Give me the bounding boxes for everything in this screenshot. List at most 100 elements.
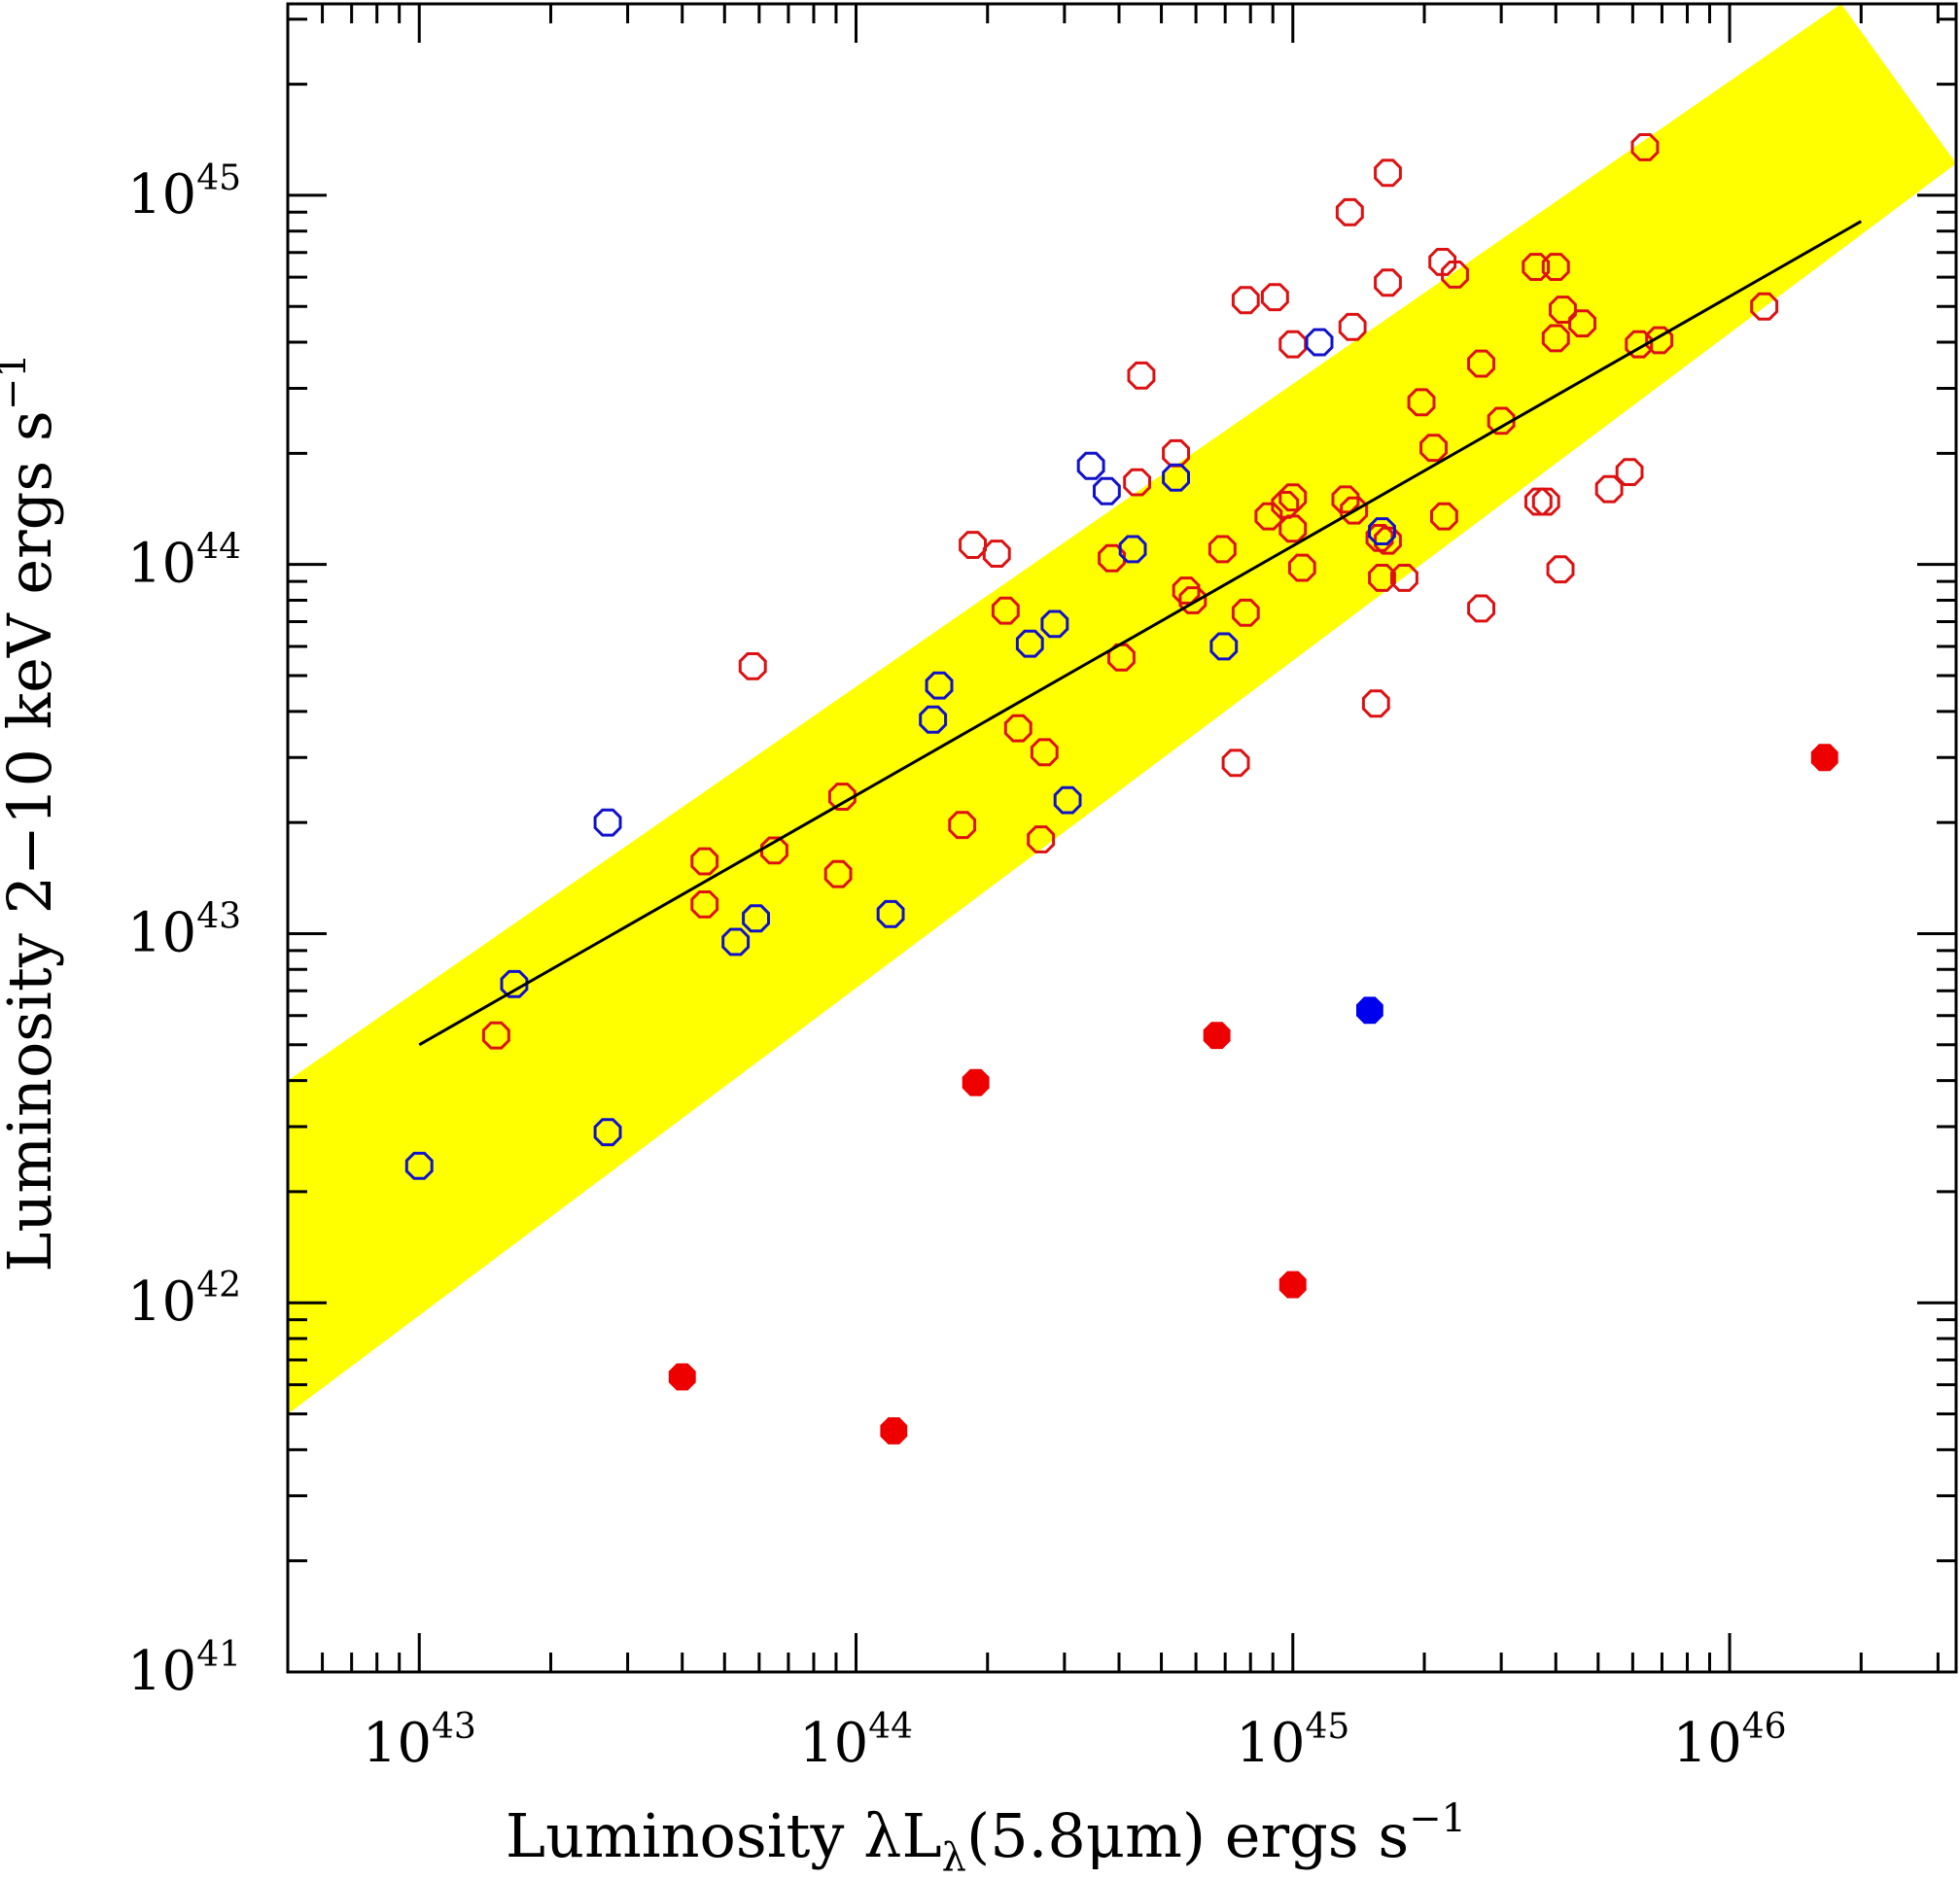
data-point-s0-10 bbox=[991, 596, 1020, 625]
data-point-s1-0 bbox=[404, 1151, 434, 1180]
data-point-s0-21 bbox=[1208, 535, 1237, 564]
data-point-s0-22 bbox=[1221, 749, 1250, 778]
data-point-s0-24 bbox=[1231, 286, 1260, 315]
data-point-s1-12 bbox=[1076, 451, 1105, 480]
x-tick-label: 1045 bbox=[1236, 1707, 1349, 1775]
data-point-s2-1 bbox=[880, 1417, 908, 1445]
data-point-s0-42 bbox=[1390, 564, 1418, 592]
data-point-s1-13 bbox=[1093, 476, 1121, 505]
data-point-s0-46 bbox=[1430, 502, 1458, 531]
data-points bbox=[404, 133, 1838, 1445]
data-point-s0-39 bbox=[1374, 268, 1402, 297]
data-point-s1-18 bbox=[1368, 517, 1396, 545]
data-point-s0-44 bbox=[1419, 434, 1448, 463]
data-point-s0-40 bbox=[1374, 158, 1402, 188]
data-point-s0-34 bbox=[1338, 312, 1367, 341]
y-tick-label: 1041 bbox=[127, 1635, 241, 1703]
data-point-s0-26 bbox=[1260, 283, 1289, 312]
data-point-s0-56 bbox=[1549, 296, 1577, 324]
data-point-s0-6 bbox=[823, 859, 853, 888]
data-point-s0-5 bbox=[827, 783, 857, 811]
data-point-s0-1 bbox=[690, 847, 719, 876]
data-point-s0-61 bbox=[1625, 330, 1654, 359]
data-point-s0-50 bbox=[1487, 406, 1516, 435]
data-point-s0-41 bbox=[1361, 689, 1390, 718]
data-point-s0-28 bbox=[1278, 483, 1308, 512]
fit-line bbox=[418, 220, 1863, 1047]
yellow-band bbox=[288, 4, 1956, 1414]
data-point-s0-9 bbox=[982, 540, 1011, 568]
data-point-s0-63 bbox=[1645, 326, 1674, 355]
data-point-s0-37 bbox=[1368, 564, 1396, 592]
data-point-s0-20 bbox=[1178, 586, 1208, 614]
data-point-s0-2 bbox=[690, 890, 719, 919]
y-tick-label: 1045 bbox=[127, 158, 241, 226]
data-point-s0-30 bbox=[1278, 330, 1308, 359]
data-point-s0-45 bbox=[1428, 248, 1457, 276]
data-point-s0-7 bbox=[948, 811, 977, 840]
data-point-s0-62 bbox=[1630, 133, 1660, 161]
data-point-s0-11 bbox=[1003, 714, 1032, 743]
data-point-s0-29 bbox=[1278, 514, 1308, 543]
data-point-s1-10 bbox=[1040, 609, 1069, 639]
data-point-s0-3 bbox=[738, 652, 767, 680]
data-point-s0-54 bbox=[1541, 253, 1570, 281]
data-point-s0-8 bbox=[959, 531, 987, 559]
data-point-s1-5 bbox=[742, 904, 770, 933]
data-point-s1-3 bbox=[593, 1118, 622, 1147]
data-point-s0-25 bbox=[1254, 502, 1283, 531]
data-point-s0-31 bbox=[1287, 553, 1316, 582]
x-tick-label: 1044 bbox=[799, 1707, 913, 1775]
x-tick-label: 1046 bbox=[1673, 1707, 1787, 1775]
data-point-s0-53 bbox=[1531, 487, 1560, 516]
data-point-s0-49 bbox=[1467, 594, 1495, 623]
data-point-s0-13 bbox=[1027, 825, 1056, 853]
data-point-s0-23 bbox=[1231, 598, 1260, 627]
data-point-s2-3 bbox=[1203, 1022, 1231, 1050]
tick-labels: 1043 1044 1045 1046 1041 1042 1043 1044 1045 bbox=[127, 158, 1787, 1775]
data-point-s0-12 bbox=[1030, 738, 1059, 767]
data-point-s0-58 bbox=[1568, 309, 1596, 338]
data-point-s1-16 bbox=[1209, 632, 1239, 661]
x-axis-title: Luminosity λLλ(5.8μm) ergs s−1 bbox=[506, 1796, 1466, 1880]
data-point-s0-17 bbox=[1127, 361, 1156, 390]
data-point-s1-7 bbox=[919, 705, 948, 734]
plot-frame bbox=[286, 2, 1958, 1674]
data-point-s0-14 bbox=[1098, 543, 1126, 573]
data-point-s1-1 bbox=[500, 969, 529, 998]
plot-area bbox=[288, 4, 1956, 1445]
data-point-s0-64 bbox=[1750, 292, 1779, 321]
data-point-s0-55 bbox=[1541, 324, 1570, 353]
data-point-s0-43 bbox=[1407, 388, 1436, 417]
data-point-s0-35 bbox=[1335, 197, 1364, 226]
y-tick-label: 1043 bbox=[127, 896, 241, 964]
y-axis-title: Luminosity 2−10 keV ergs s−1 bbox=[0, 353, 65, 1271]
data-point-s2-5 bbox=[1810, 744, 1838, 772]
x-tick-label: 1043 bbox=[363, 1707, 476, 1775]
data-point-s0-38 bbox=[1374, 526, 1402, 555]
data-point-s2-2 bbox=[962, 1068, 990, 1097]
data-point-s1-15 bbox=[1162, 463, 1190, 492]
data-point-s1-9 bbox=[1015, 629, 1044, 658]
data-point-s1-6 bbox=[876, 899, 905, 928]
data-point-s1-4 bbox=[721, 927, 751, 957]
data-point-s0-32 bbox=[1331, 485, 1360, 514]
data-point-s1-11 bbox=[1053, 785, 1082, 815]
data-point-s0-60 bbox=[1615, 458, 1644, 486]
data-point-s0-47 bbox=[1441, 261, 1469, 289]
data-point-s0-33 bbox=[1340, 496, 1369, 525]
y-tick-label: 1044 bbox=[127, 528, 241, 596]
data-point-s2-4 bbox=[1278, 1271, 1307, 1299]
data-point-s1-2 bbox=[593, 808, 622, 837]
data-point-s1-17 bbox=[1305, 328, 1334, 357]
data-point-s0-19 bbox=[1172, 576, 1201, 605]
data-point-s1-14 bbox=[1118, 535, 1147, 564]
y-tick-label: 1042 bbox=[127, 1266, 241, 1334]
data-point-s0-48 bbox=[1467, 349, 1495, 378]
data-point-s0-4 bbox=[760, 836, 788, 865]
data-point-s2-0 bbox=[668, 1363, 696, 1391]
data-point-s3-0 bbox=[1356, 996, 1383, 1025]
data-point-s1-8 bbox=[925, 671, 954, 700]
data-point-s0-16 bbox=[1123, 468, 1151, 497]
